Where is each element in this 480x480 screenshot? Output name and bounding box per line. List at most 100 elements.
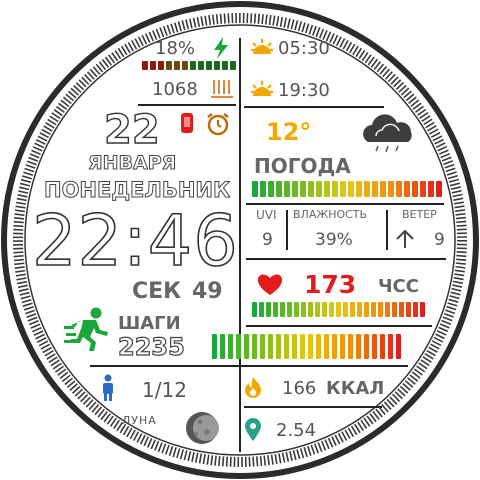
steps-bar-segment <box>228 334 233 359</box>
cloud-rain-icon <box>363 114 412 153</box>
steps-bar-segment <box>356 334 361 359</box>
heart-rate-value: 173 <box>304 270 357 299</box>
weather-bar-segment <box>364 181 370 197</box>
heart-rate-bar-segment <box>280 302 285 317</box>
battery-bar-segment <box>198 61 204 70</box>
steps-bar-segment <box>372 334 377 359</box>
weather-label: ПОГОДА <box>254 154 351 178</box>
weather-bar-segment <box>412 181 418 197</box>
steps-bar-segment <box>364 334 369 359</box>
steps-bar-segment <box>236 334 241 359</box>
weather-bar-segment <box>276 181 282 197</box>
weather-bar-segment <box>380 181 386 197</box>
steps-label: ШАГИ <box>118 313 181 334</box>
distance-value: 2.54 <box>276 420 317 441</box>
weather-temperature: 12° <box>266 118 312 146</box>
calories-value: 166 <box>282 378 317 399</box>
steps-value: 2235 <box>117 332 185 361</box>
divider <box>286 210 288 250</box>
weather-bar-segment <box>372 181 378 197</box>
steps-bar-segment <box>268 334 273 359</box>
divider <box>246 325 432 327</box>
heart-rate-bar <box>252 302 425 317</box>
humidity-value: 39% <box>315 230 353 250</box>
weather-bar-segment <box>284 181 290 197</box>
steps-bar-segment <box>340 334 345 359</box>
battery-bar-segment <box>150 61 156 70</box>
weather-bar-segment <box>316 181 322 197</box>
battery-bar-segment <box>142 61 148 70</box>
weather-bar-segment <box>340 181 346 197</box>
heart-rate-bar-segment <box>287 302 292 317</box>
battery-bar-segment <box>214 61 220 70</box>
wind-arrow-icon <box>396 229 414 248</box>
heart-rate-bar-segment <box>350 302 355 317</box>
weather-bar-segment <box>420 181 426 197</box>
steps-bar-segment <box>260 334 265 359</box>
steps-bar <box>212 334 401 359</box>
sunset-time: 19:30 <box>278 80 330 101</box>
battery-bar-segment <box>158 61 164 70</box>
heart-rate-bar-segment <box>378 302 383 317</box>
wind-label: ВЕТЕР <box>402 208 437 221</box>
pressure-value: 1068 <box>152 79 198 100</box>
divider <box>386 210 388 250</box>
running-person-icon <box>64 307 108 351</box>
heart-rate-label: ЧСС <box>378 276 419 297</box>
heart-rate-bar-segment <box>252 302 257 317</box>
battery-bar-segment <box>166 61 172 70</box>
calories-label: ККАЛ <box>326 378 385 399</box>
heart-rate-bar-segment <box>301 302 306 317</box>
date-month: ЯНВАРЯ <box>87 152 177 175</box>
steps-bar-segment <box>388 334 393 359</box>
weather-bar-segment <box>356 181 362 197</box>
lightning-icon <box>214 37 228 59</box>
battery-bar-segment <box>182 61 188 70</box>
weather-bar-segment <box>348 181 354 197</box>
heart-rate-bar-segment <box>406 302 411 317</box>
weather-bar-segment <box>428 181 434 197</box>
alarm-clock-icon <box>207 113 229 136</box>
center-divider <box>239 38 241 452</box>
location-pin-icon <box>245 418 261 441</box>
heart-icon <box>257 274 283 295</box>
heart-rate-bar-segment <box>364 302 369 317</box>
steps-bar-segment <box>380 334 385 359</box>
divider <box>138 104 236 106</box>
steps-bar-segment <box>276 334 281 359</box>
weather-bar-segment <box>332 181 338 197</box>
person-icon <box>103 374 113 401</box>
heart-rate-bar-segment <box>294 302 299 317</box>
weather-bar-segment <box>396 181 402 197</box>
steps-bar-segment <box>316 334 321 359</box>
humidity-label: ВЛАЖНОСТЬ <box>293 208 368 221</box>
heart-rate-bar-segment <box>357 302 362 317</box>
battery-bar-segment <box>174 61 180 70</box>
flame-icon <box>245 377 261 398</box>
sunrise-icon <box>251 39 273 54</box>
steps-bar-segment <box>396 334 401 359</box>
divider <box>244 106 384 108</box>
heart-rate-bar-segment <box>343 302 348 317</box>
heart-rate-bar-segment <box>392 302 397 317</box>
seconds-label: СЕК <box>132 279 182 304</box>
uvi-label: UVI <box>256 208 277 222</box>
battery-bar-segment <box>206 61 212 70</box>
heart-rate-bar-segment <box>315 302 320 317</box>
heart-rate-bar-segment <box>385 302 390 317</box>
moon-icon <box>186 412 219 444</box>
battery-bar-segment <box>190 61 196 70</box>
weather-bar-segment <box>268 181 274 197</box>
sunrise-time: 05:30 <box>278 38 330 59</box>
steps-bar-segment <box>220 334 225 359</box>
steps-bar-segment <box>332 334 337 359</box>
weather-bar-segment <box>260 181 266 197</box>
heart-rate-bar-segment <box>413 302 418 317</box>
divider <box>90 365 408 367</box>
heart-rate-bar-segment <box>399 302 404 317</box>
seconds-value: 49 <box>192 279 223 304</box>
steps-bar-segment <box>348 334 353 359</box>
heart-rate-bar-segment <box>266 302 271 317</box>
steps-bar-segment <box>324 334 329 359</box>
heart-rate-bar-segment <box>420 302 425 317</box>
